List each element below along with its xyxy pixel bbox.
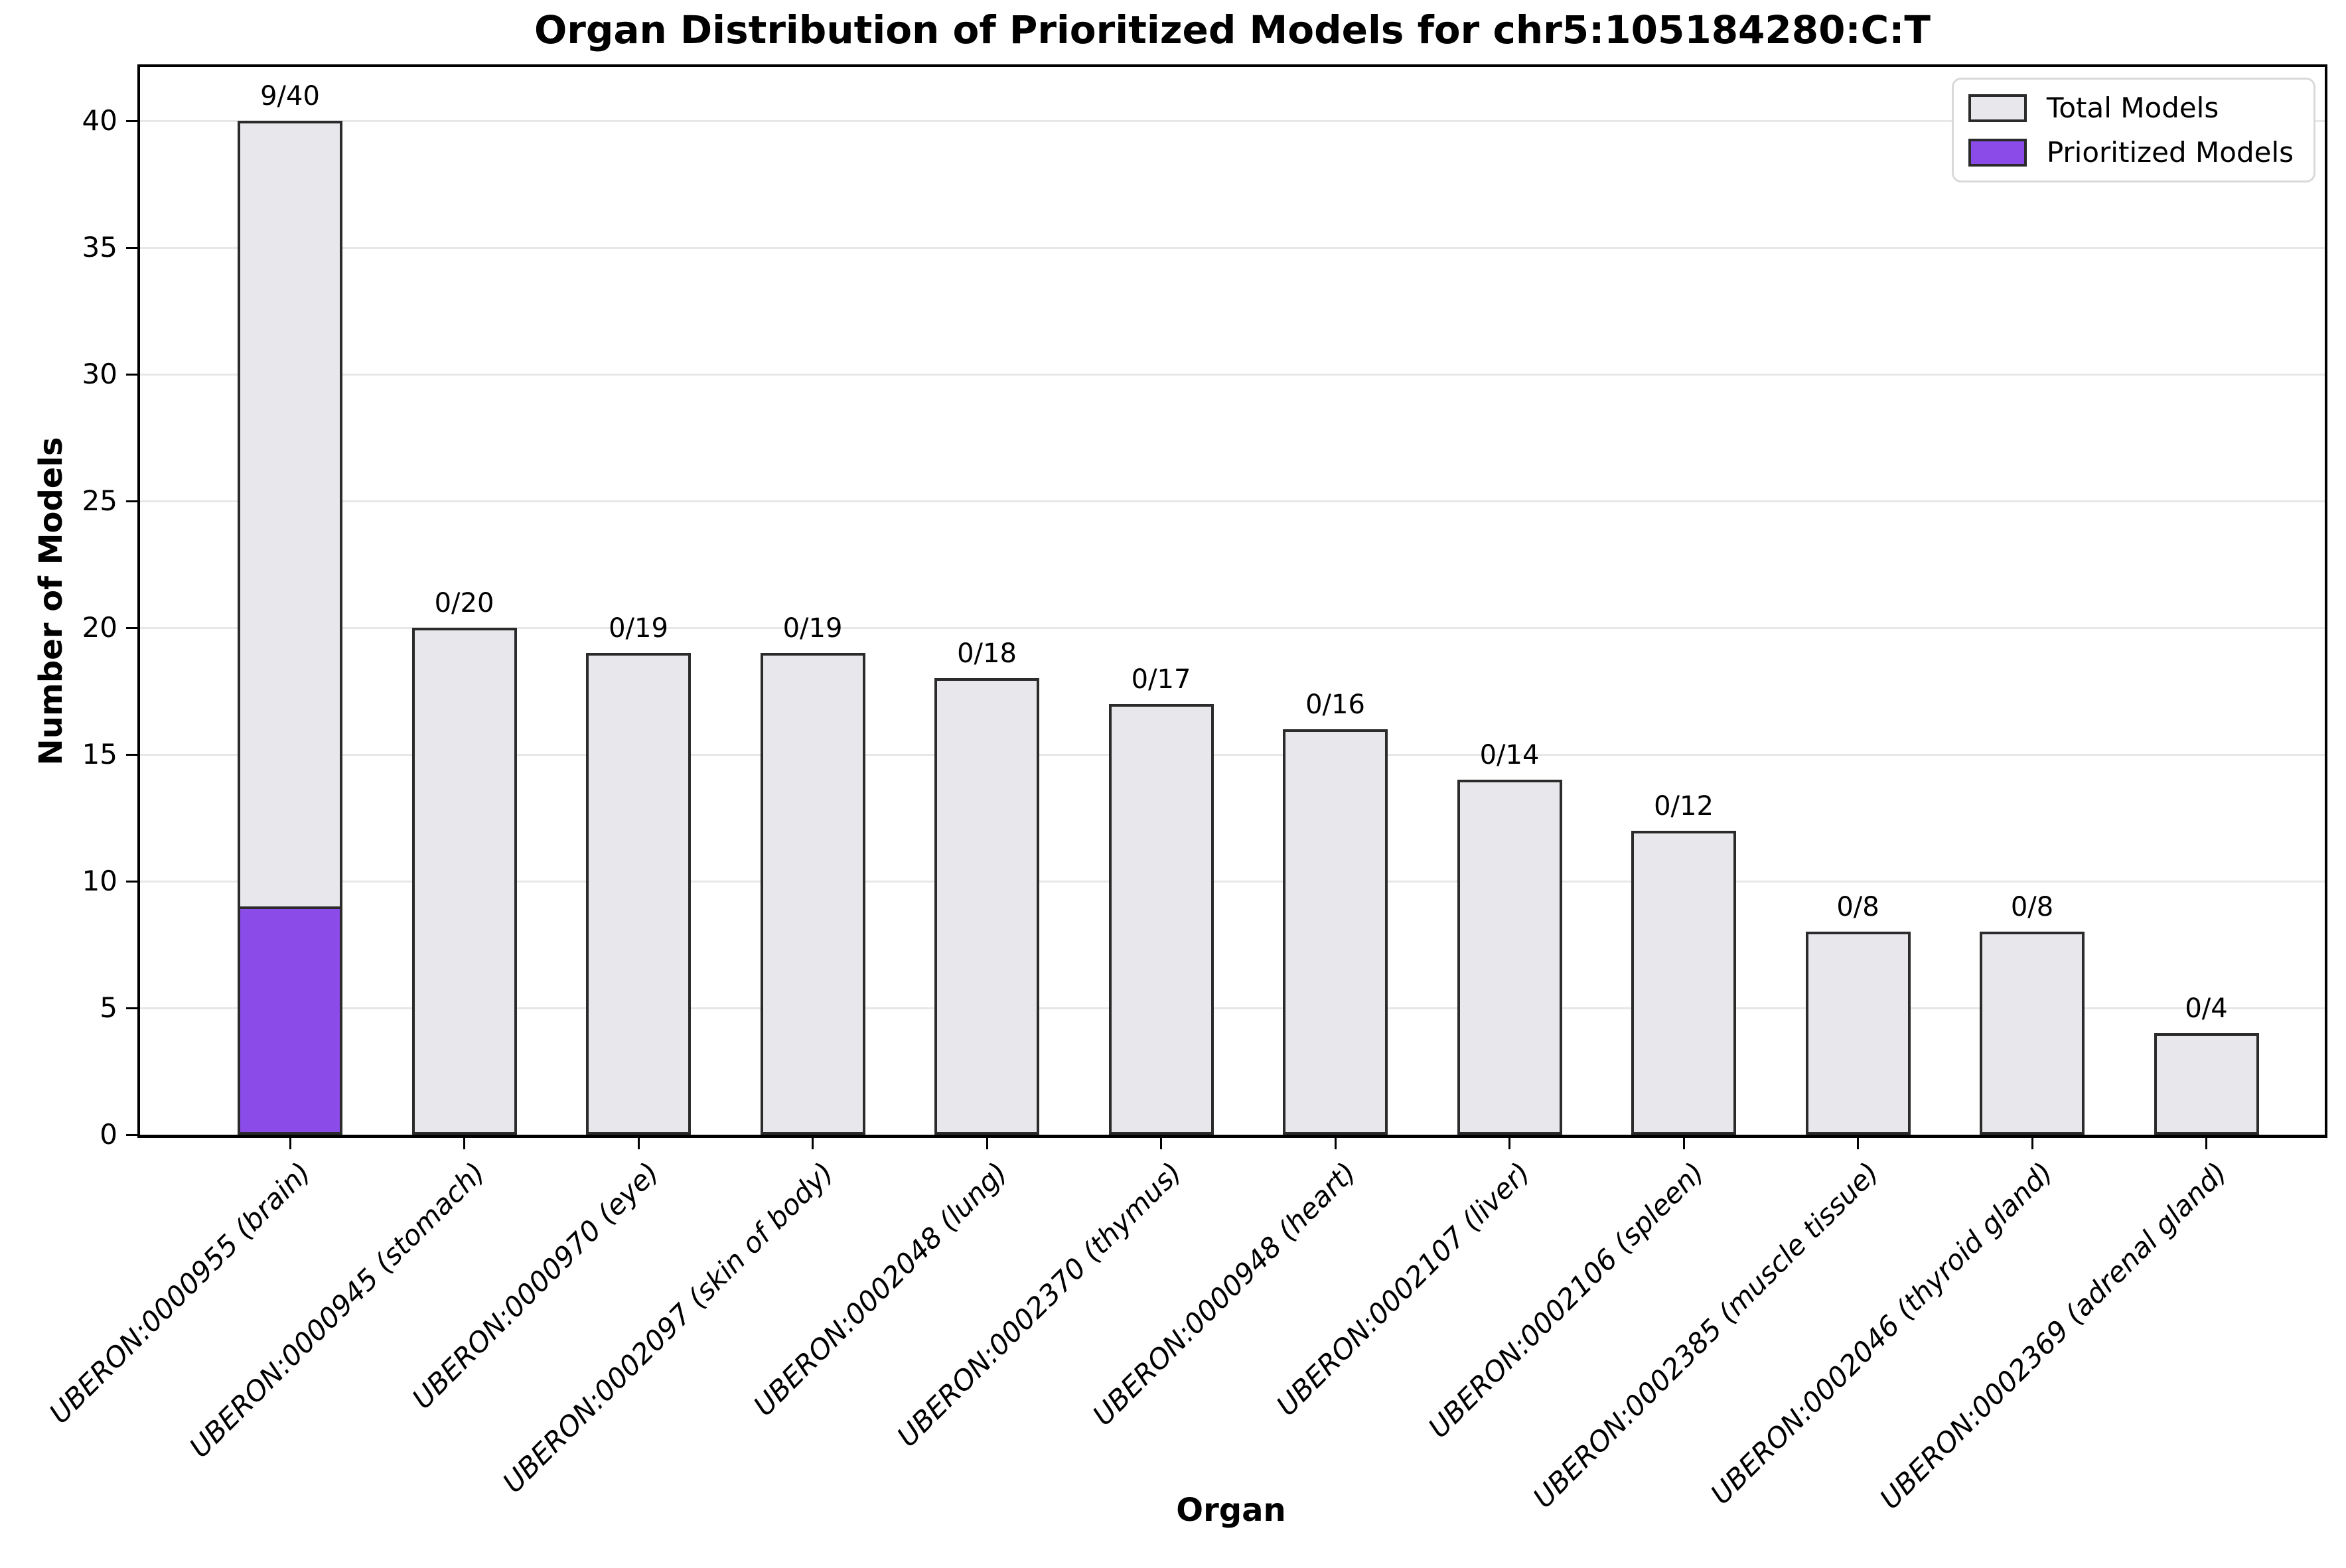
x-tick — [637, 1138, 640, 1149]
bar-value-label: 0/20 — [434, 588, 494, 618]
legend-swatch-prioritized-models — [1968, 138, 2027, 167]
y-tick-15 — [126, 753, 137, 756]
y-tick-30 — [126, 373, 137, 376]
y-tick-20 — [126, 626, 137, 629]
gridline-35 — [140, 246, 2325, 249]
gridline-30 — [140, 373, 2325, 376]
plot-area: Total Models Prioritized Models 0 5 10 15 20… — [43, 64, 2327, 1516]
x-tick — [2205, 1138, 2207, 1149]
bar-value-label: 0/8 — [1836, 892, 1879, 923]
bar-value-label: 0/8 — [2010, 892, 2054, 923]
y-tick-35 — [126, 246, 137, 249]
bar-total — [411, 628, 517, 1135]
x-tick — [1857, 1138, 1859, 1149]
y-tick-label-10: 10 — [82, 865, 117, 897]
x-tick-label: UBERON:0002370 (thymus) — [891, 1156, 1189, 1453]
y-tick-label-0: 0 — [100, 1118, 117, 1151]
bar-total — [760, 653, 865, 1135]
x-tick-label: UBERON:0002097 (skin of body) — [496, 1156, 840, 1500]
bar-total — [1108, 703, 1214, 1135]
y-tick-label-35: 35 — [82, 231, 117, 263]
x-axis-label: Organ — [1176, 1492, 1286, 1529]
x-tick — [812, 1138, 814, 1149]
x-tick — [1334, 1138, 1337, 1149]
bar-prioritized — [238, 906, 342, 1135]
x-tick — [1682, 1138, 1685, 1149]
bar-value-label: 0/12 — [1654, 790, 1714, 821]
bar-value-label: 9/40 — [260, 81, 320, 111]
bar-total — [1283, 729, 1388, 1135]
y-axis-label: Number of Models — [33, 437, 70, 766]
x-tick-label: UBERON:0002369 (adrenal gland) — [1873, 1156, 2234, 1516]
x-tick — [1160, 1138, 1162, 1149]
legend-label-total-models: Total Models — [2046, 92, 2219, 124]
bar-value-label: 0/18 — [957, 638, 1017, 670]
y-tick-25 — [126, 500, 137, 502]
bar-total — [934, 678, 1039, 1135]
bar-total — [2154, 1033, 2259, 1135]
x-tick — [289, 1138, 291, 1149]
bar-value-label: 0/17 — [1131, 664, 1191, 695]
gridline-15 — [140, 753, 2325, 756]
legend-entry-prioritized-models: Prioritized Models — [1968, 136, 2294, 169]
y-tick-label-5: 5 — [100, 991, 117, 1024]
x-tick-label: UBERON:0002046 (thyroid gland) — [1704, 1156, 2059, 1511]
chart-title: Organ Distribution of Prioritized Models… — [534, 7, 1931, 52]
y-tick-40 — [126, 119, 137, 122]
bar-total — [1631, 830, 1736, 1135]
y-tick-label-20: 20 — [82, 611, 117, 644]
y-tick-0 — [126, 1133, 137, 1136]
y-tick-label-30: 30 — [82, 358, 117, 390]
gridline-20 — [140, 626, 2325, 629]
bar-total — [1805, 932, 1911, 1135]
x-tick-label: UBERON:0000945 (stomach) — [183, 1156, 492, 1464]
x-tick-label: UBERON:0002385 (muscle tissue) — [1526, 1156, 1885, 1515]
bar-value-label: 0/4 — [2185, 993, 2228, 1025]
x-tick — [1508, 1138, 1510, 1149]
bar-total — [1980, 932, 2085, 1135]
gridline-10 — [140, 880, 2325, 883]
legend-entry-total-models: Total Models — [1968, 92, 2294, 124]
bar-total — [586, 653, 691, 1135]
y-tick-label-25: 25 — [82, 484, 117, 517]
legend: Total Models Prioritized Models — [1951, 78, 2315, 182]
y-tick-label-15: 15 — [82, 738, 117, 770]
y-tick-5 — [126, 1007, 137, 1009]
x-tick — [463, 1138, 465, 1149]
x-tick — [2031, 1138, 2033, 1149]
x-tick-label: UBERON:0002106 (spleen) — [1422, 1156, 1711, 1445]
gridline-5 — [140, 1007, 2325, 1009]
legend-swatch-total-models — [1968, 94, 2027, 122]
x-tick — [986, 1138, 988, 1149]
legend-label-prioritized-models: Prioritized Models — [2046, 136, 2294, 169]
bar-value-label: 0/19 — [609, 613, 668, 644]
y-tick-label-40: 40 — [82, 104, 117, 137]
y-tick-10 — [126, 880, 137, 883]
gridline-25 — [140, 500, 2325, 502]
gridline-40 — [140, 119, 2325, 122]
bar-value-label: 0/19 — [782, 613, 843, 644]
bar-value-label: 0/16 — [1305, 689, 1365, 720]
bar-total — [1457, 780, 1562, 1135]
bar-value-label: 0/14 — [1479, 740, 1540, 771]
